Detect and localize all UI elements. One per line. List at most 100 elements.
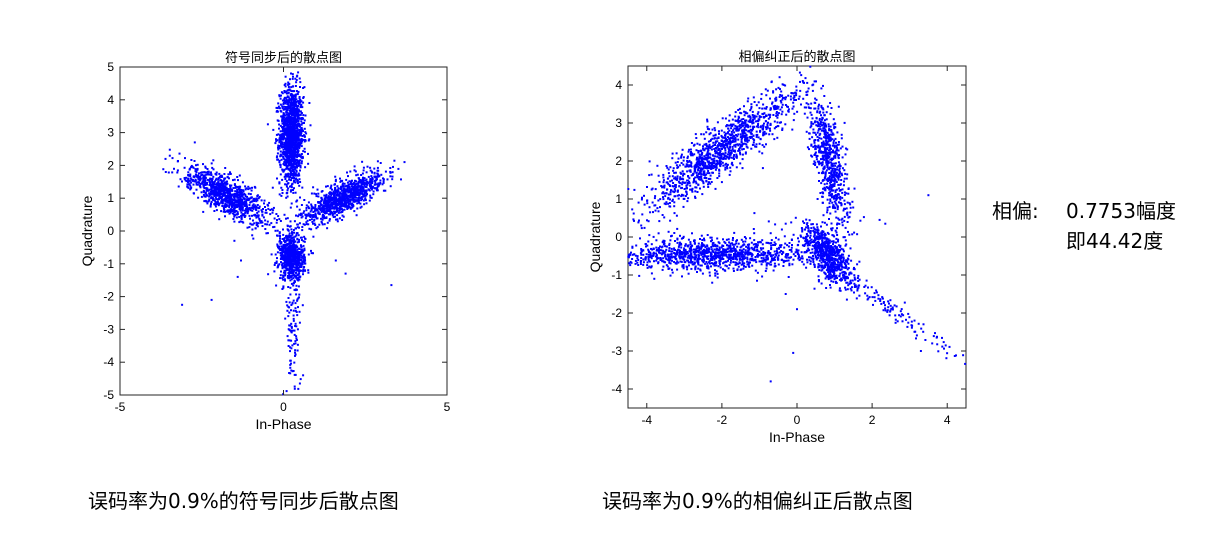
cluster-0-point: [283, 161, 286, 164]
cluster-1-point: [270, 222, 273, 225]
cluster-2-point: [376, 172, 379, 175]
cluster-0-point: [285, 147, 288, 150]
cluster-2-point: [363, 184, 366, 187]
cluster-0-point: [707, 156, 710, 159]
cluster-1-point: [229, 171, 231, 174]
cluster-0-point: [282, 152, 285, 154]
cluster-3-point: [298, 270, 301, 273]
cluster-1-point: [216, 200, 219, 203]
cluster-3-point: [281, 251, 284, 254]
cluster-2-point: [327, 204, 330, 207]
cluster-0-point: [287, 130, 290, 133]
cluster-4-point: [286, 304, 289, 307]
cluster-3-point: [292, 231, 295, 234]
cluster-3-point: [287, 246, 290, 249]
cluster-0-point: [691, 152, 693, 155]
cluster-0-point: [713, 148, 716, 150]
outlier-point: [236, 275, 239, 278]
outlier-point: [390, 284, 393, 287]
cluster-2-point: [320, 221, 323, 224]
cluster-0-point: [287, 96, 290, 99]
cluster-0-point: [291, 136, 294, 139]
cluster-3-point: [292, 236, 295, 239]
cluster-4-point: [297, 285, 300, 288]
cluster-0-point: [281, 192, 284, 194]
cluster-0-point: [678, 164, 681, 167]
cluster-1-point: [249, 209, 252, 212]
cluster-1-point: [204, 177, 207, 179]
cluster-0-point: [292, 189, 294, 191]
cluster-1-point: [220, 201, 223, 204]
cluster-2-point: [377, 174, 380, 177]
cluster-1-point: [250, 206, 253, 209]
cluster-1-point: [162, 168, 165, 171]
cluster-3-point: [298, 238, 300, 241]
cluster-1-point: [227, 210, 230, 212]
cluster-1-point: [283, 213, 286, 216]
cluster-1-point: [251, 223, 254, 226]
cluster-0-point: [734, 143, 737, 146]
cluster-2-point: [358, 199, 361, 202]
cluster-1-point: [230, 209, 232, 212]
cluster-1-point: [183, 178, 186, 181]
cluster-1-point: [187, 171, 190, 174]
cluster-0-point: [753, 139, 756, 142]
cluster-0-point: [288, 109, 291, 112]
cluster-1-point: [201, 180, 204, 183]
cluster-0-point: [298, 147, 301, 150]
cluster-0-point: [653, 197, 656, 200]
cluster-2-point: [326, 201, 329, 204]
cluster-1-point: [229, 199, 231, 202]
cluster-1-point: [211, 179, 213, 182]
cluster-1-point: [219, 179, 222, 182]
cluster-2-point: [379, 162, 382, 164]
cluster-0-point: [784, 98, 787, 101]
cluster-0-point: [705, 177, 708, 179]
cluster-3-point: [296, 255, 299, 258]
cluster-1-point: [215, 186, 218, 189]
marker-layer: [162, 71, 406, 396]
cluster-1-point: [241, 206, 244, 209]
cluster-1-point: [274, 229, 277, 232]
cluster-2-point: [365, 171, 368, 174]
cluster-3-point: [279, 237, 281, 240]
cluster-0-point: [281, 168, 284, 171]
cluster-4-point: [294, 275, 297, 278]
cluster-1-point: [190, 164, 193, 167]
cluster-0-point: [734, 136, 737, 139]
cluster-0-point: [298, 139, 301, 142]
cluster-3-point: [287, 250, 290, 253]
cluster-3-point: [292, 269, 295, 272]
cluster-2-point: [312, 235, 315, 238]
cluster-0-point: [293, 177, 295, 179]
cluster-4-point: [288, 275, 291, 277]
cluster-0-point: [291, 159, 294, 162]
cluster-2-point: [333, 188, 336, 191]
cluster-3-point: [285, 250, 288, 252]
cluster-0-point: [300, 100, 303, 103]
cluster-1-point: [236, 186, 239, 188]
cluster-0-point: [295, 155, 298, 158]
cluster-1-point: [171, 171, 174, 174]
cluster-0-point: [783, 96, 786, 99]
cluster-0-point: [298, 208, 301, 211]
cluster-1-point: [203, 187, 206, 189]
cluster-3-point: [299, 244, 302, 247]
cluster-4-point: [292, 273, 295, 276]
cluster-3-point: [284, 253, 287, 256]
cluster-2-point: [372, 185, 375, 188]
cluster-0-point: [304, 131, 307, 134]
cluster-0-point: [292, 114, 295, 117]
cluster-3-point: [304, 259, 307, 262]
cluster-2-point: [328, 201, 331, 204]
cluster-4-point: [294, 354, 296, 357]
cluster-1-point: [229, 187, 232, 190]
cluster-3-point: [276, 251, 279, 254]
cluster-3-point: [303, 258, 306, 261]
cluster-3-point: [287, 261, 290, 264]
cluster-0-point: [738, 120, 741, 123]
cluster-1-point: [208, 184, 211, 186]
cluster-2-point: [341, 189, 344, 192]
cluster-3-point: [293, 257, 296, 259]
cluster-2-point: [310, 214, 313, 217]
